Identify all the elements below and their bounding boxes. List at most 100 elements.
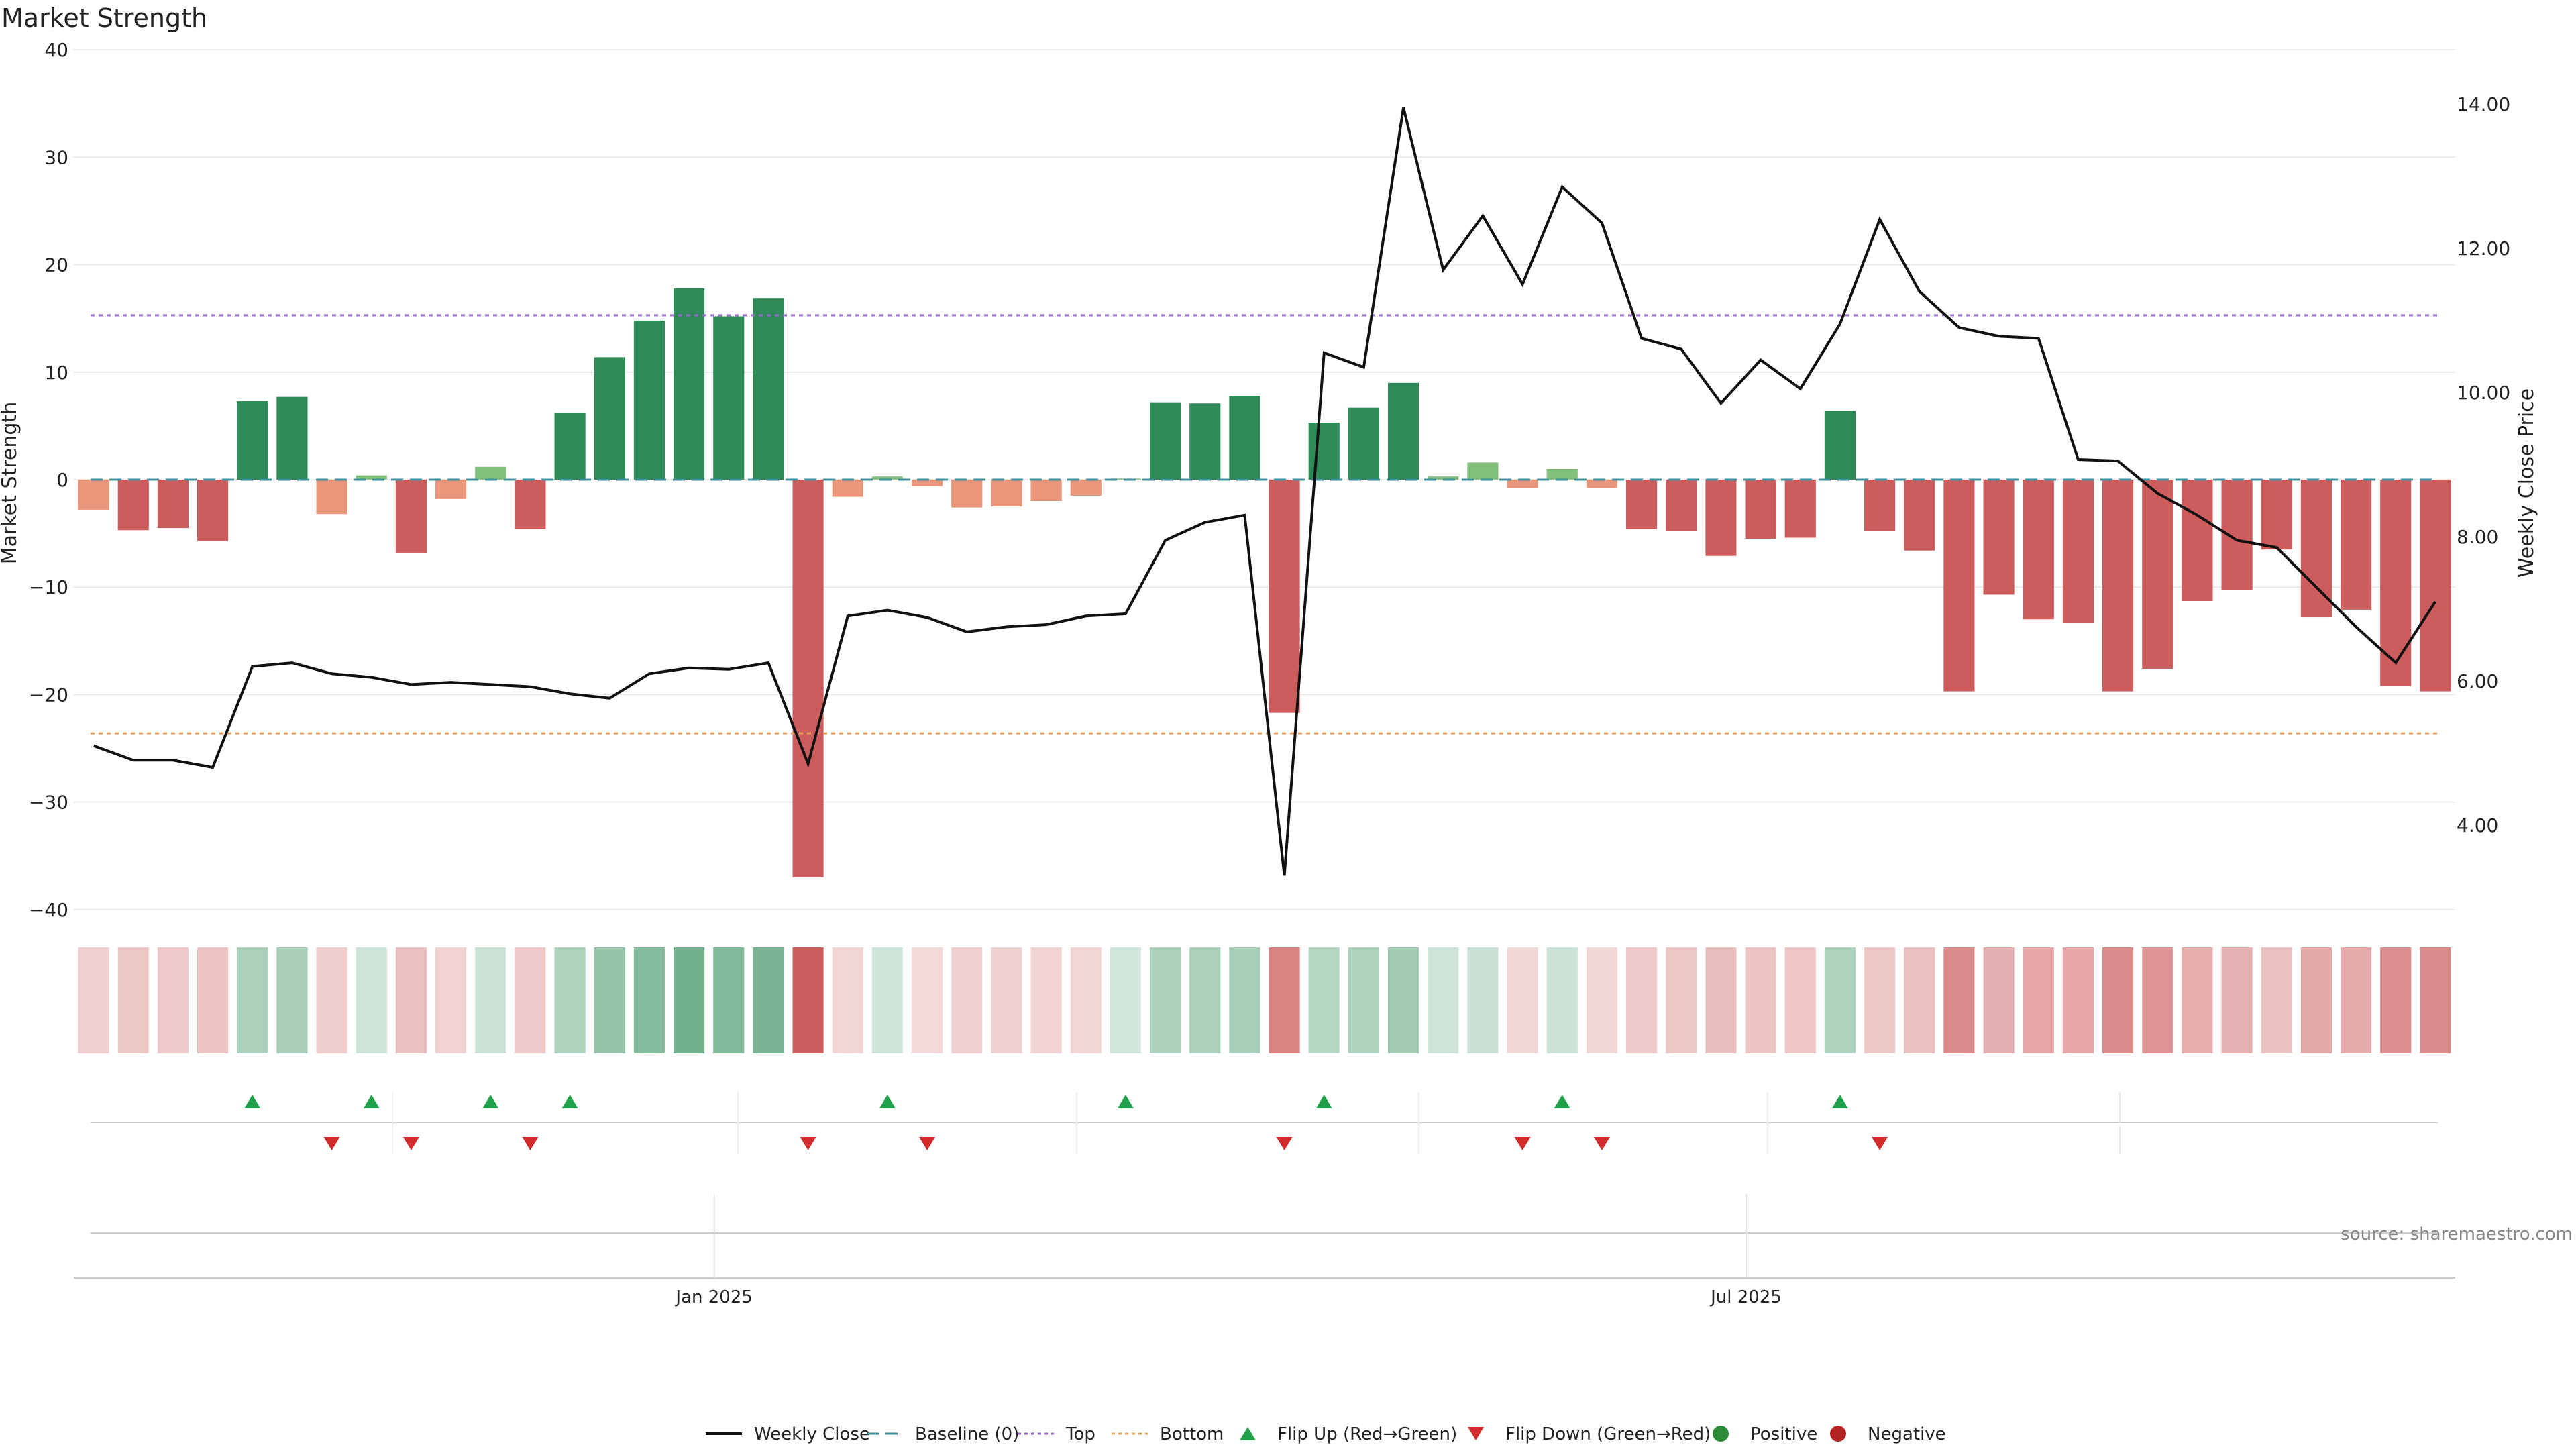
strength-bar — [832, 480, 863, 497]
legend-label: Baseline (0) — [915, 1424, 1019, 1444]
heat-cell — [1983, 947, 2015, 1053]
strength-bar — [356, 475, 387, 480]
strength-bar — [753, 298, 784, 480]
strength-bar — [554, 413, 586, 480]
heat-cell — [2261, 947, 2292, 1053]
legend-label: Bottom — [1160, 1424, 1224, 1444]
strength-bar — [2420, 480, 2451, 692]
strength-bar — [1824, 411, 1856, 480]
right-tick-label: 4.00 — [2457, 814, 2498, 837]
right-axis-label: Weekly Close Price — [2515, 388, 2538, 578]
strength-bar — [515, 480, 546, 529]
strength-bar — [276, 396, 308, 480]
strength-bar — [395, 480, 427, 553]
heat-cell — [2380, 947, 2412, 1053]
strength-bar — [871, 476, 903, 480]
strength-bar — [951, 480, 983, 508]
flip-up-marker — [363, 1095, 380, 1108]
strength-bar — [1150, 402, 1181, 480]
heat-cell — [1308, 947, 1340, 1053]
strength-bar — [475, 466, 506, 480]
legend-label: Weekly Close — [754, 1424, 870, 1444]
strength-bar — [2261, 480, 2292, 550]
right-tick-label: 12.00 — [2457, 237, 2510, 260]
chart-title: Market Strength — [1, 3, 207, 33]
strength-bar — [674, 288, 705, 480]
strength-bar — [435, 480, 467, 499]
flip-down-marker — [1593, 1137, 1610, 1150]
right-tick-label: 6.00 — [2457, 670, 2498, 692]
heat-cell — [2142, 947, 2174, 1053]
right-tick-label: 8.00 — [2457, 526, 2498, 548]
flip-up-marker — [561, 1095, 578, 1108]
legend-item: Top — [1018, 1424, 1095, 1444]
heat-cell — [1546, 947, 1578, 1053]
heat-cell — [674, 947, 705, 1053]
legend-item: Flip Up (Red→Green) — [1240, 1424, 1457, 1444]
strength-bar — [1467, 462, 1499, 480]
left-axis-ticks: 40 30 20 10 0 −10 −20 −30 −40 — [29, 39, 68, 921]
flip-down-marker — [919, 1137, 936, 1150]
heat-cell — [1467, 947, 1499, 1053]
strength-bar — [197, 480, 229, 541]
heat-cell — [316, 947, 347, 1053]
heat-cell — [832, 947, 863, 1053]
legend-item: Baseline (0) — [867, 1424, 1019, 1444]
strength-bar — [1864, 480, 1896, 531]
flip-up-marker — [1117, 1095, 1134, 1108]
heat-cell — [753, 947, 784, 1053]
legend-swatch — [1240, 1427, 1256, 1440]
strength-bar — [1705, 480, 1737, 556]
flip-down-marker — [522, 1137, 539, 1150]
heat-cell — [991, 947, 1022, 1053]
flip-down-marker — [1276, 1137, 1293, 1150]
left-tick-label: −30 — [29, 792, 68, 814]
heat-cell — [594, 947, 625, 1053]
strength-bar — [713, 316, 745, 480]
heat-cell — [515, 947, 546, 1053]
flip-up-marker — [1831, 1095, 1848, 1108]
legend-item: Positive — [1713, 1424, 1817, 1444]
strength-bar — [237, 401, 268, 480]
strength-bar — [633, 320, 665, 480]
heat-cell — [912, 947, 943, 1053]
heat-cell — [475, 947, 506, 1053]
strength-bar — [1507, 480, 1538, 488]
strength-bars — [78, 288, 2451, 877]
heat-cell — [197, 947, 229, 1053]
strength-bar — [1745, 480, 1776, 539]
heat-cell — [1070, 947, 1102, 1053]
strength-bar — [78, 480, 109, 510]
heat-cell — [1626, 947, 1658, 1053]
legend-item: Negative — [1830, 1424, 1946, 1444]
strength-bar — [912, 480, 943, 486]
heat-cell — [1745, 947, 1776, 1053]
heat-cell — [2023, 947, 2054, 1053]
heat-cell — [2182, 947, 2213, 1053]
flip-up-marker — [482, 1095, 499, 1108]
strength-bar — [2300, 480, 2332, 618]
left-tick-label: −10 — [29, 576, 68, 598]
heat-cell — [356, 947, 387, 1053]
heat-cell — [871, 947, 903, 1053]
strength-bar — [1546, 468, 1578, 480]
flip-up-marker — [879, 1095, 896, 1108]
strength-bar — [2341, 480, 2372, 610]
legend-item: Flip Down (Green→Red) — [1468, 1424, 1711, 1444]
x-axis-ticks: Jan 2025 Jul 2025 — [392, 1092, 2121, 1307]
flip-up-marker — [244, 1095, 261, 1108]
flip-up-marker — [1554, 1095, 1570, 1108]
strength-bar — [2023, 480, 2054, 620]
legend-label: Top — [1065, 1424, 1095, 1444]
strength-bar — [1388, 382, 1419, 480]
strength-bar — [1348, 407, 1379, 480]
heat-cell — [435, 947, 467, 1053]
heat-cell — [1666, 947, 1697, 1053]
legend-item: Weekly Close — [706, 1424, 870, 1444]
right-tick-label: 10.00 — [2457, 382, 2510, 404]
lower-panel-axes — [74, 1122, 2455, 1279]
flip-down-marker — [800, 1137, 816, 1150]
heat-cell — [78, 947, 109, 1053]
legend-label: Negative — [1868, 1424, 1946, 1444]
heat-cell — [2062, 947, 2094, 1053]
